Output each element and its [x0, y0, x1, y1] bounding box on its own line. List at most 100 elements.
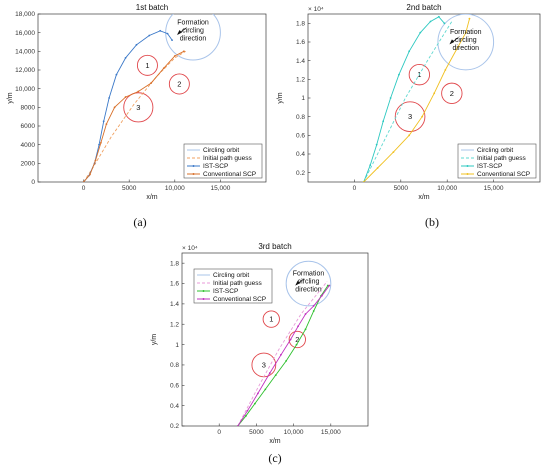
y-tick-label: 12,000 [15, 67, 35, 74]
y-tick-label: 0.8 [170, 362, 179, 369]
series-point [264, 388, 267, 391]
series-point [124, 96, 127, 98]
obstacle-label: 2 [177, 80, 181, 89]
series-point [376, 167, 379, 169]
y-tick-label: 4000 [21, 142, 36, 149]
series-point [312, 310, 315, 312]
legend-swatch-marker [202, 290, 205, 292]
series-point [392, 151, 395, 154]
x-axis-label: x/m [418, 194, 429, 201]
y-axis-label: y/m [151, 334, 158, 345]
obstacle-label: 1 [269, 315, 273, 324]
series-point [312, 305, 315, 307]
y-tick-label: 0.4 [296, 151, 305, 158]
obstacle-label: 3 [408, 112, 412, 121]
x-tick-label: 5000 [249, 429, 264, 436]
series-point [328, 284, 331, 287]
y-axis-label: y/m [277, 92, 284, 103]
y-tick-label: 2000 [21, 161, 36, 168]
y-tick-label: 1.6 [296, 39, 305, 46]
series-point [421, 115, 424, 118]
series-point [98, 143, 101, 146]
legend-swatch-marker [202, 298, 205, 300]
series-point [166, 32, 169, 35]
series-point [105, 123, 108, 126]
series-point [408, 134, 411, 137]
series-point [89, 173, 91, 176]
x-tick-label: 10,000 [437, 185, 457, 192]
series-point [297, 325, 299, 328]
x-tick-label: 15,000 [210, 185, 230, 192]
series-point [280, 353, 282, 356]
series-point [295, 343, 298, 346]
y-tick-label: 1.8 [296, 21, 305, 28]
obstacle-circle [441, 82, 463, 104]
series-point [320, 294, 323, 297]
x-axis-label: x/m [146, 194, 157, 201]
obstacle-label: 3 [262, 360, 266, 369]
x-tick-label: 0 [217, 429, 221, 436]
series-point [137, 90, 140, 93]
series-point [289, 338, 292, 341]
series-point [398, 73, 400, 76]
series-point [389, 97, 392, 99]
x-tick-label: 10,000 [284, 429, 304, 436]
legend-label: Initial path guess [477, 155, 527, 162]
series-point [159, 29, 162, 32]
series-point [437, 15, 440, 18]
legend-label: IST-SCP [213, 288, 238, 295]
series-point [183, 50, 185, 53]
series-point [256, 392, 259, 395]
y-exponent-label: × 10⁴ [308, 6, 324, 13]
series-point [113, 106, 116, 109]
series-point [102, 120, 105, 123]
series-point [236, 425, 239, 426]
legend-label: Initial path guess [213, 280, 263, 287]
legend-swatch-marker [466, 173, 469, 175]
formation-annotation-line: circling [182, 28, 204, 35]
y-tick-label: 1 [175, 342, 179, 349]
chart-panel-1: 1st batch 0 5000 10,000 15,000 0 2000 4000 6000 8… [7, 3, 267, 229]
series-point [82, 181, 85, 182]
x-tick-label: 5000 [122, 185, 137, 192]
obstacle-circle [168, 73, 190, 95]
y-tick-label: 14,000 [15, 49, 35, 56]
y-axis-label: y/m [7, 92, 14, 103]
legend-label: Initial path guess [203, 155, 253, 162]
formation-annotation-line: Formation [177, 20, 209, 27]
series-point [304, 313, 307, 315]
y-tick-label: 10,000 [15, 86, 35, 93]
y-tick-label: 1.4 [170, 301, 179, 308]
series-point [171, 39, 173, 42]
obstacle-circle [136, 54, 158, 76]
legend-swatch-marker [192, 173, 195, 175]
formation-annotation-line: direction [453, 45, 480, 52]
y-tick-label: 0.4 [170, 403, 179, 410]
series-line [363, 21, 453, 182]
series-point [362, 181, 365, 182]
series-point [148, 34, 151, 37]
x-tick-label: 15,000 [484, 185, 504, 192]
obstacle-circle [262, 310, 280, 328]
series-line [237, 281, 328, 426]
y-tick-label: 16,000 [15, 30, 35, 37]
series-point [326, 284, 329, 287]
direction-arrow-head [176, 30, 182, 36]
obstacle-circle [123, 92, 154, 123]
circling-orbit-circle [285, 260, 332, 307]
circling-orbit-circle [437, 14, 495, 71]
series-point [245, 414, 247, 417]
formation-annotation-line: direction [295, 287, 322, 294]
series-point [443, 22, 446, 25]
y-tick-label: 1.4 [296, 58, 305, 65]
legend-swatch-marker [466, 165, 469, 167]
y-tick-label: 1.2 [170, 321, 179, 328]
y-tick-label: 1.6 [170, 281, 179, 288]
series-point [274, 374, 277, 377]
